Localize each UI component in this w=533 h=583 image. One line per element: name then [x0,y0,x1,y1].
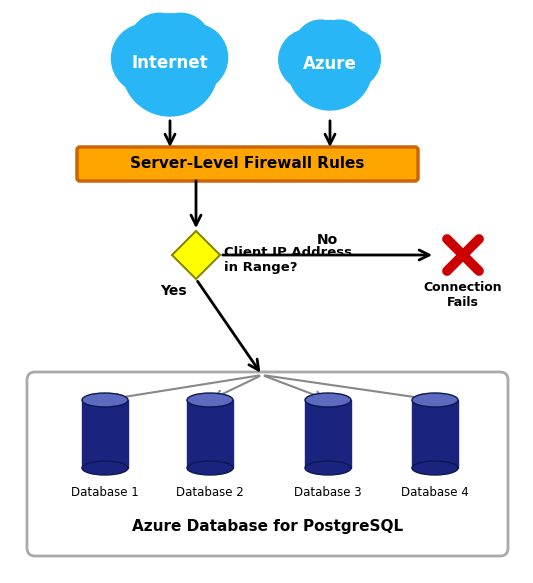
Ellipse shape [187,393,233,407]
Text: Azure: Azure [303,55,357,73]
Bar [82,400,128,468]
Ellipse shape [305,461,351,475]
Circle shape [143,14,196,66]
Bar [412,400,458,468]
Text: Yes: Yes [160,284,187,298]
Text: Azure Database for PostgreSQL: Azure Database for PostgreSQL [132,519,403,534]
Circle shape [295,20,347,72]
Bar [187,400,233,468]
FancyBboxPatch shape [27,372,508,556]
Circle shape [321,29,381,88]
Circle shape [279,29,339,90]
Ellipse shape [305,393,351,407]
Text: Database 2: Database 2 [176,486,244,499]
Bar [305,400,351,468]
Text: Client IP Address
in Range?: Client IP Address in Range? [224,246,352,274]
Circle shape [151,13,211,73]
Ellipse shape [412,461,458,475]
Circle shape [307,20,353,66]
Text: Database 3: Database 3 [294,486,362,499]
Text: No: No [317,233,338,247]
Circle shape [122,20,218,116]
Text: Server-Level Firewall Rules: Server-Level Firewall Rules [130,156,365,171]
FancyBboxPatch shape [77,147,418,181]
Circle shape [160,24,228,91]
Bar [290,59,370,76]
Text: Database 4: Database 4 [401,486,469,499]
Ellipse shape [82,461,128,475]
Circle shape [111,24,181,93]
Ellipse shape [187,461,233,475]
Text: Database 1: Database 1 [71,486,139,499]
Text: Internet: Internet [132,54,208,72]
Circle shape [313,20,365,72]
Text: Connection
Fails: Connection Fails [424,281,502,309]
Polygon shape [172,231,220,279]
Circle shape [130,13,189,73]
Circle shape [288,26,372,110]
Bar [124,58,216,76]
Ellipse shape [82,393,128,407]
Ellipse shape [412,393,458,407]
